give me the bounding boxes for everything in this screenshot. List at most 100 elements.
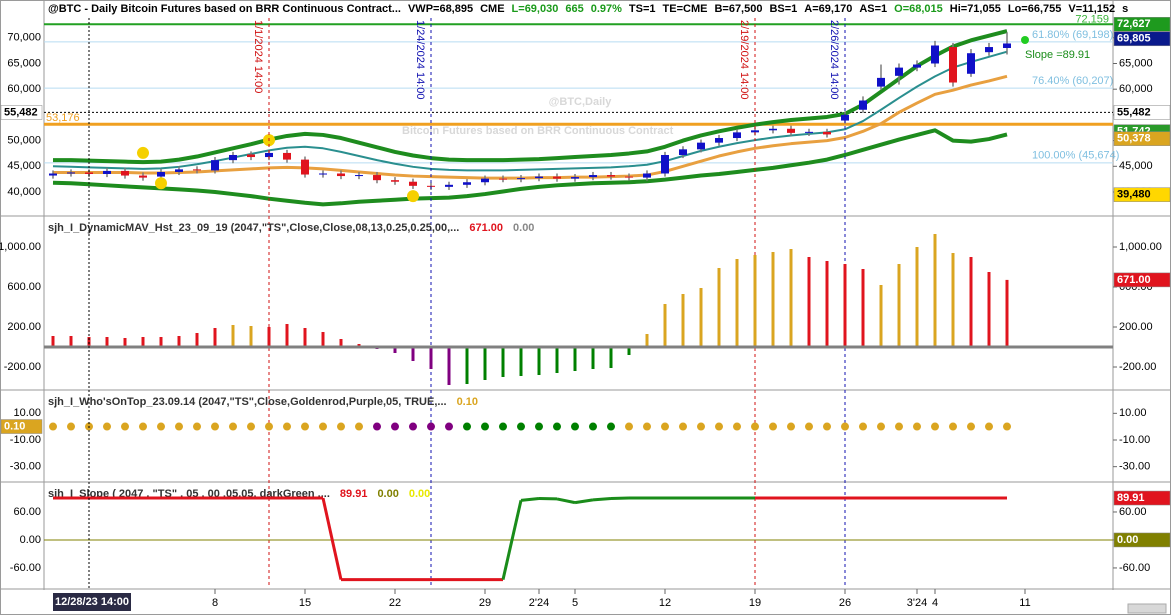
dot [859,422,867,431]
histogram-bar [213,328,217,347]
dot [931,422,939,431]
candle-body [769,128,777,131]
histogram-bar [843,264,847,347]
price-box [1113,131,1171,146]
histogram-bar [807,257,811,347]
histogram-bar [879,285,883,347]
price-box [1113,187,1171,202]
y-tick-label: -200.00 [4,361,41,373]
candle-body [301,159,309,175]
dot [715,422,723,431]
dot [409,422,417,431]
marker-label: 1/1/2024 14:00 [252,20,264,93]
dot [247,422,255,431]
candle-body [121,170,129,176]
pane-title: 0.00 [513,222,534,234]
dot [643,422,651,431]
header-item: s [1122,3,1128,15]
histogram-bar [141,337,145,347]
x-tick-label: 12 [659,597,671,609]
y-tick-label-right: 65,000 [1119,57,1153,69]
candle-body [823,131,831,135]
candle-body [139,175,147,178]
dot [805,422,813,431]
header-item: B=67,500 [714,3,762,15]
candle-body [337,173,345,177]
x-tick-label: 4 [932,597,938,609]
pane-title: 0.00 [377,488,398,500]
band-line [53,29,1008,165]
dot [103,422,111,431]
candle-body [157,171,165,177]
candle-body [607,175,615,177]
candle-body [481,178,489,183]
x-tick-label: 29 [479,597,491,609]
value-box [0,419,43,434]
scrollbar[interactable] [1127,603,1167,614]
pane-title: 671.00 [469,222,503,234]
histogram-bar [447,347,451,385]
x-tick-label: 5 [572,597,578,609]
dot [391,422,399,431]
watermark-sub: Bitcoin Futures based on BRR Continuous … [402,125,674,137]
y-tick-label-right: 45,000 [1119,160,1153,172]
histogram-bar [699,288,703,347]
dot [823,422,831,431]
y-tick-label: 50,000 [7,135,41,147]
header-item: Lo=66,755 [1008,3,1062,15]
histogram-bar [825,261,829,347]
histogram-bar [231,325,235,347]
candle-body [751,130,759,133]
y-tick-label: -30.00 [10,461,41,473]
histogram-bar [771,252,775,347]
y-tick-label-right: 60.00 [1119,506,1147,518]
dot [985,422,993,431]
dot [661,422,669,431]
y-tick-label-right: -30.00 [1119,461,1150,473]
value-box-label: 0.10 [4,420,25,432]
dot [157,422,165,431]
header-item: V=11,152 [1068,3,1115,15]
dot [913,422,921,431]
candle-body [985,47,993,53]
pane-title: 0.00 [409,488,430,500]
left-level-box-label: 55,482 [4,106,38,118]
level-label: 61.80% (69,198) [1032,29,1113,41]
x-tick-label: 19 [749,597,761,609]
x-tick-label: 11 [1019,597,1030,609]
candle-body [85,172,93,175]
header-item: TS=1 [629,3,656,15]
histogram-bar [465,347,469,384]
histogram-bar [285,324,289,347]
histogram-bar [915,247,919,347]
pane-title: sjh_I_DynamicMAV_Hst_23_09_19 (2047,"TS"… [48,222,459,234]
pane-title: 0.10 [457,396,478,408]
dot [139,422,147,431]
dot [481,422,489,431]
watermark: @BTC,Daily [549,96,613,108]
candle-body [445,184,453,187]
histogram-bar [555,347,559,373]
dot [463,422,471,431]
candle-body [103,170,111,175]
value-box [1113,490,1171,506]
histogram-bar [987,272,991,347]
histogram-bar [267,327,271,347]
histogram-bar [429,347,433,369]
dot [877,422,885,431]
candle-body [283,152,291,160]
candle-body [679,149,687,155]
x-tick-label: 8 [212,597,218,609]
price-box [1113,105,1171,120]
candle-body [661,154,669,174]
y-tick-label: 40,000 [7,186,41,198]
header-item: Hi=71,055 [950,3,1001,15]
candle-body [229,154,237,161]
candle-body [535,176,543,179]
candle-body [697,142,705,150]
histogram-bar [69,336,73,347]
histogram-bar [609,347,613,368]
x-tick-label: 26 [839,597,851,609]
histogram-bar [591,347,595,369]
